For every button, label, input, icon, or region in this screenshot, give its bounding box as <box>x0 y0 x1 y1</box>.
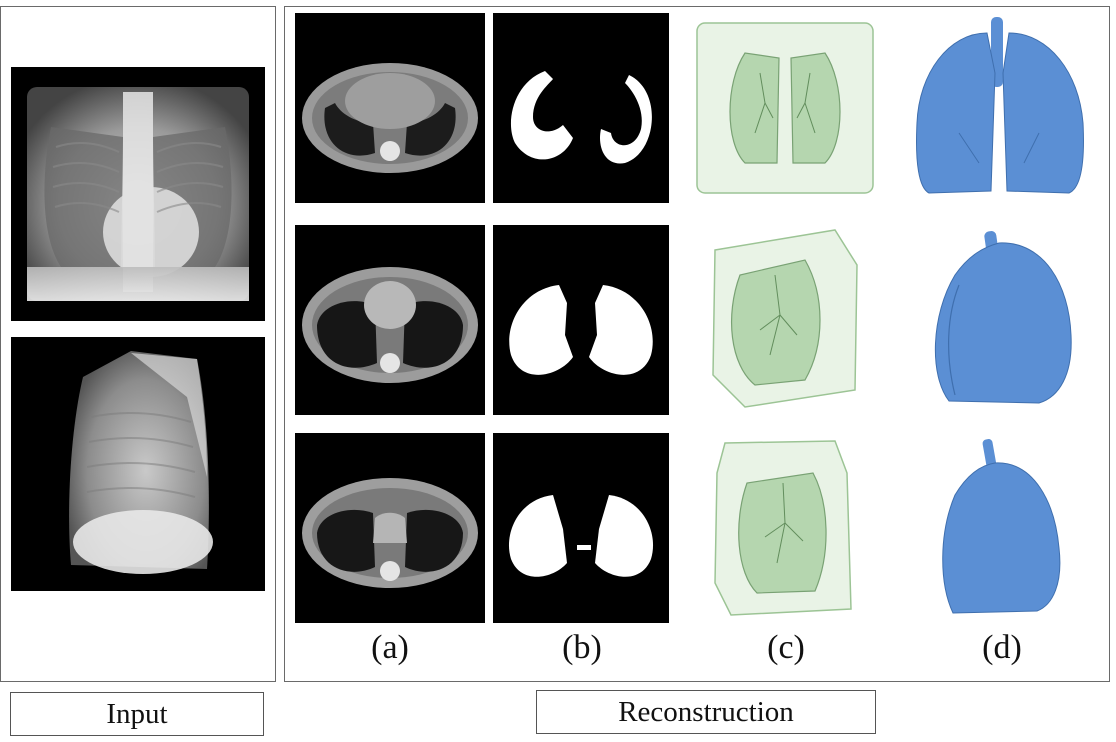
column-label-a: (a) <box>371 629 409 666</box>
ct-slice-icon <box>295 433 485 623</box>
volume-row1 <box>685 13 885 203</box>
mask-row2 <box>493 225 669 415</box>
lung-surface-mesh-icon <box>934 231 1072 404</box>
mesh-row2 <box>899 225 1099 415</box>
column-label-c: (c) <box>767 629 805 666</box>
lung-mask-icon <box>493 433 669 623</box>
reconstruction-caption: Reconstruction <box>536 690 876 734</box>
reconstruction-panel: (a) (b) (c) (d) <box>284 6 1110 682</box>
column-label-d: (d) <box>982 629 1022 666</box>
lateral-xray-icon <box>11 337 265 591</box>
mask-row3 <box>493 433 669 623</box>
ct-slice-icon <box>295 13 485 203</box>
lung-mask-icon <box>493 13 669 203</box>
input-caption: Input <box>10 692 264 736</box>
lung-surface-mesh-icon <box>916 17 1084 194</box>
translucent-volume-icon <box>712 229 858 408</box>
frontal-xray-icon <box>11 67 265 321</box>
translucent-volume-icon <box>714 440 852 616</box>
mesh-row1 <box>899 13 1099 203</box>
volume-row3 <box>685 433 885 623</box>
volume-row2 <box>685 225 885 415</box>
mask-row1 <box>493 13 669 203</box>
frontal-xray-image <box>11 67 265 321</box>
lung-surface-mesh-icon <box>942 439 1061 614</box>
ct-slice-row3 <box>295 433 485 623</box>
lateral-xray-image <box>11 337 265 591</box>
mesh-row3 <box>899 433 1099 623</box>
ct-slice-row1 <box>295 13 485 203</box>
ct-slice-icon <box>295 225 485 415</box>
translucent-volume-icon <box>696 22 874 194</box>
input-panel <box>0 6 276 682</box>
column-label-b: (b) <box>562 629 602 666</box>
lung-mask-icon <box>493 225 669 415</box>
ct-slice-row2 <box>295 225 485 415</box>
